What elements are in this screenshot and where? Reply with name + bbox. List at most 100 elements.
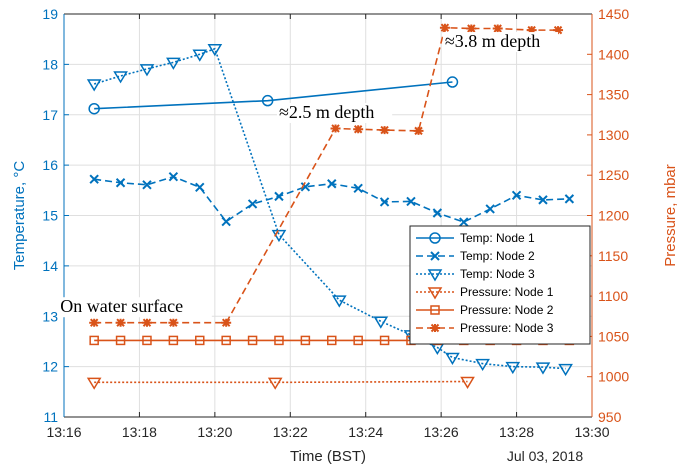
data-point [166,57,181,70]
y-left-tick-label: 16 [42,157,58,173]
annotation-text: ≈3.8 m depth [445,31,540,51]
legend-entry: Temp: Node 1 [416,231,535,245]
data-point [195,182,205,192]
data-point [247,335,258,346]
y-left-tick-label: 11 [43,409,58,425]
annotation-text: On water surface [60,296,183,316]
legend-label: Temp: Node 3 [460,267,535,281]
legend-marker [430,251,440,261]
data-point [267,377,283,390]
data-point [331,295,347,308]
data-point [168,318,179,327]
data-point [475,358,490,372]
series-2 [89,172,575,227]
series-line [93,47,566,370]
x-tick-label: 13:26 [424,424,459,440]
data-point [141,318,152,327]
x-tick-label: 13:20 [197,424,232,440]
legend-label: Temp: Node 2 [460,249,535,263]
y-left-tick-label: 13 [42,308,58,324]
data-point [89,318,100,327]
data-point [445,352,460,366]
data-point [142,335,152,346]
legend-marker [430,305,440,315]
x-tick-label: 13:30 [574,424,609,440]
x-tick-label: 13:22 [273,424,308,440]
y-right-tick-label: 1350 [598,87,629,103]
legend-label: Pressure: Node 1 [460,285,554,299]
x-tick-label: 13:18 [122,424,157,440]
y-right-tick-label: 1450 [598,6,629,22]
legend-marker [427,287,443,300]
y-right-tick-label: 1000 [598,369,629,385]
y-right-tick-label: 1400 [598,46,629,62]
y-left-tick-label: 18 [42,56,58,72]
y-right-tick-label: 950 [598,409,622,425]
annotations: On water surface ≈2.5 m depth ≈3.8 m depth [58,31,559,318]
y-right-tick-label: 1200 [598,208,629,224]
data-point [327,179,337,189]
y-left-axis-title: Temperature, °C [11,161,28,271]
data-point [300,182,311,192]
data-point [379,335,390,346]
data-point [115,335,126,346]
x-axis-date-note: Jul 03, 2018 [507,448,583,464]
data-point [432,208,443,218]
annotation-background [276,102,393,123]
data-point [139,64,155,77]
data-point [88,102,100,115]
data-point [115,318,126,327]
data-point [353,183,363,194]
series-layer [86,23,575,390]
data-point [168,335,179,346]
series-line [94,380,468,384]
data-point [221,335,231,346]
y-left-tick-label: 14 [42,258,58,274]
series-1 [88,76,459,115]
data-point [247,199,258,209]
data-point [300,335,311,346]
data-point [192,49,208,62]
data-point [274,335,284,346]
data-point [373,316,389,329]
data-point [86,79,102,92]
x-tick-label: 13:24 [348,424,383,440]
data-point [439,23,450,32]
data-point [379,197,390,207]
data-point [460,376,475,389]
data-point [459,217,469,227]
data-point [142,180,152,190]
legend-entry: Pressure: Node 1 [416,285,554,300]
legend-entry: Pressure: Node 2 [416,303,554,317]
y-right-tick-label: 1100 [598,288,628,304]
series-6 [89,23,564,327]
axes-frame: 13:16 13:18 13:20 13:22 13:24 13:26 13:28 13:30… [11,6,679,465]
data-point [406,196,416,207]
data-point [89,174,99,184]
legend-marker [429,232,441,244]
data-point [113,71,128,84]
y-left-tick-label: 12 [42,359,58,375]
data-point [526,25,537,35]
legend: Temp: Node 1 Temp: Node 2 Temp: Node 3 Pres… [409,225,591,345]
legend-label: Pressure: Node 2 [460,303,554,317]
data-point [492,24,503,33]
data-point [553,25,564,35]
data-point [207,44,223,57]
data-point [505,361,521,375]
data-point [274,191,284,202]
data-point [535,362,551,375]
data-point [168,172,179,182]
data-point [558,363,573,377]
data-point [195,335,205,346]
data-point [413,126,424,136]
legend-marker [427,269,443,282]
legend-box [409,225,591,345]
data-point [379,125,390,135]
data-point [327,335,337,346]
data-point [446,76,459,88]
legend-label: Pressure: Node 3 [460,321,554,335]
data-point [466,24,477,33]
y-right-tick-label: 1250 [598,167,629,183]
